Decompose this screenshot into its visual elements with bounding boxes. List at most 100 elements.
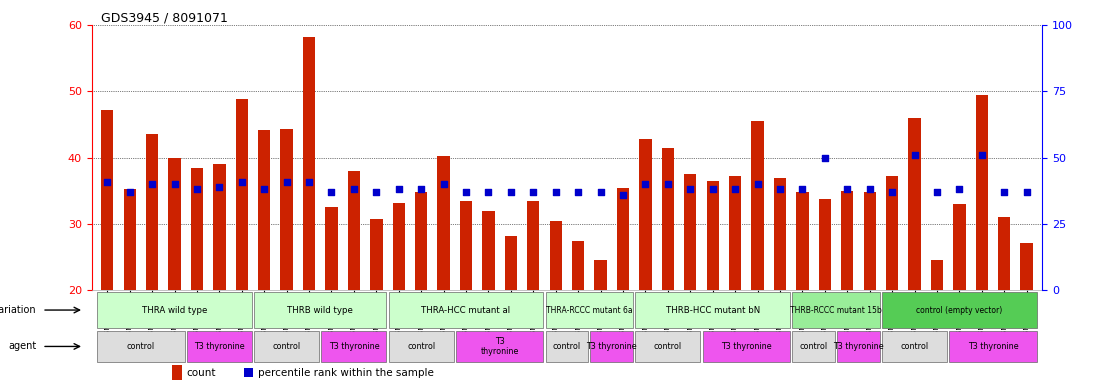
Text: THRA-HCC mutant al: THRA-HCC mutant al (421, 306, 511, 314)
Point (121, 189, 139, 195)
Text: THRA wild type: THRA wild type (142, 306, 207, 314)
Bar (1020, 243, 1032, 290)
Bar (953, 204, 965, 290)
Point (345, 186, 363, 192)
Text: control: control (654, 342, 682, 351)
Bar (774, 177, 786, 290)
Bar (191, 167, 203, 290)
Bar (909, 118, 921, 290)
Point (569, 189, 587, 195)
FancyBboxPatch shape (635, 292, 790, 328)
Point (591, 189, 609, 195)
Bar (325, 207, 338, 290)
Text: T3 thyronine: T3 thyronine (721, 342, 772, 351)
Bar (998, 217, 1010, 290)
Point (726, 186, 743, 192)
FancyBboxPatch shape (254, 331, 319, 362)
FancyBboxPatch shape (546, 331, 588, 362)
Point (636, 181, 654, 187)
Bar (931, 260, 943, 290)
Point (838, 186, 856, 192)
Bar (280, 129, 292, 290)
Text: genotype/variation: genotype/variation (0, 305, 36, 315)
Point (323, 189, 341, 195)
Point (928, 189, 945, 195)
Text: T3 thyronine: T3 thyronine (194, 342, 245, 351)
Bar (572, 241, 585, 290)
Text: control: control (127, 342, 154, 351)
Bar (662, 148, 674, 290)
Bar (347, 171, 360, 290)
Bar (796, 192, 808, 290)
Point (413, 186, 430, 192)
Point (525, 189, 543, 195)
Point (480, 189, 497, 195)
FancyBboxPatch shape (456, 331, 544, 362)
Point (367, 189, 385, 195)
Bar (371, 219, 383, 290)
FancyBboxPatch shape (388, 292, 544, 328)
Bar (505, 236, 517, 290)
Bar (886, 176, 898, 290)
Point (995, 189, 1013, 195)
Bar (707, 181, 719, 290)
Text: T3 thyronine: T3 thyronine (587, 342, 638, 351)
FancyBboxPatch shape (97, 331, 184, 362)
Point (749, 181, 767, 187)
Bar (393, 203, 405, 290)
FancyBboxPatch shape (321, 331, 386, 362)
Bar (460, 202, 472, 290)
Point (211, 184, 228, 190)
Bar (303, 37, 315, 290)
FancyBboxPatch shape (388, 331, 453, 362)
Point (951, 186, 968, 192)
Text: THRB wild type: THRB wild type (288, 306, 353, 314)
Bar (213, 164, 225, 290)
FancyBboxPatch shape (254, 292, 386, 328)
Text: control: control (272, 342, 301, 351)
Point (189, 186, 206, 192)
Bar (438, 156, 450, 290)
Point (458, 189, 475, 195)
Point (390, 186, 408, 192)
Bar (124, 189, 136, 290)
Text: percentile rank within the sample: percentile rank within the sample (258, 367, 433, 377)
Bar (415, 192, 427, 290)
Point (682, 186, 699, 192)
FancyBboxPatch shape (882, 292, 1037, 328)
Text: T3
thyronine: T3 thyronine (481, 337, 518, 356)
Point (502, 189, 520, 195)
Text: THRB-RCCC mutant 15b: THRB-RCCC mutant 15b (790, 306, 882, 314)
Point (906, 152, 923, 158)
Bar (549, 221, 561, 290)
FancyBboxPatch shape (792, 331, 835, 362)
FancyBboxPatch shape (792, 292, 880, 328)
Point (165, 181, 183, 187)
Bar (818, 199, 831, 290)
Text: control: control (900, 342, 929, 351)
Bar (842, 191, 854, 290)
Bar (482, 211, 494, 290)
FancyBboxPatch shape (837, 331, 880, 362)
Text: control: control (800, 342, 827, 351)
Bar (236, 99, 248, 290)
Point (658, 181, 676, 187)
Text: THRA-RCCC mutant 6a: THRA-RCCC mutant 6a (546, 306, 633, 314)
FancyBboxPatch shape (97, 292, 251, 328)
Bar (146, 134, 158, 290)
Point (547, 189, 565, 195)
Point (771, 186, 789, 192)
Text: T3 thyronine: T3 thyronine (329, 342, 379, 351)
Bar (617, 188, 629, 290)
FancyBboxPatch shape (186, 331, 251, 362)
Point (614, 192, 632, 198)
Text: control: control (407, 342, 436, 351)
Text: agent: agent (8, 341, 36, 351)
Point (98, 179, 116, 185)
Bar (527, 201, 539, 290)
Point (435, 181, 452, 187)
Text: T3 thyronine: T3 thyronine (967, 342, 1018, 351)
Bar (684, 174, 696, 290)
Text: THRB-HCC mutant bN: THRB-HCC mutant bN (665, 306, 760, 314)
Point (884, 189, 901, 195)
